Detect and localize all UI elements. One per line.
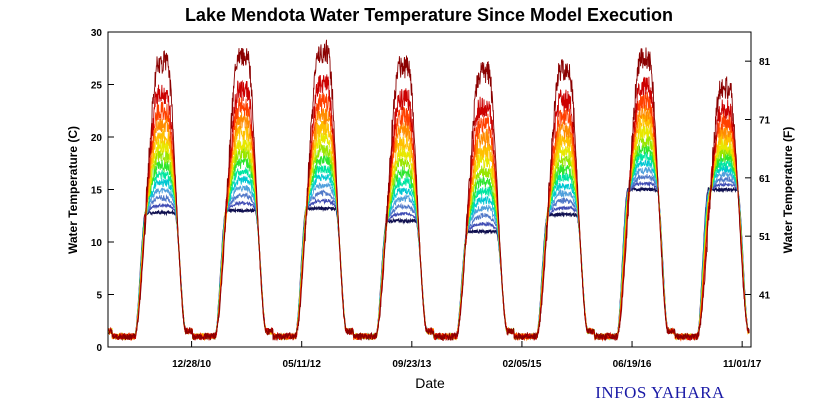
depth-series-line (108, 166, 750, 341)
y-tick-label-left: 5 (96, 291, 102, 302)
chart-title: Lake Mendota Water Temperature Since Mod… (185, 5, 673, 25)
depth-series-line (108, 181, 750, 340)
y-tick-label-right: 71 (759, 116, 771, 127)
y-tick-label-right: 51 (759, 232, 771, 243)
depth-series-line (108, 173, 750, 340)
y-tick-label-left: 20 (91, 133, 103, 144)
y-tick-label-right: 61 (759, 174, 771, 185)
depth-series-line (108, 103, 750, 342)
depth-series-line (108, 91, 750, 342)
x-tick-label: 12/28/10 (172, 359, 211, 370)
y-tick-label-left: 25 (91, 81, 103, 92)
y-tick-label-left: 15 (91, 186, 103, 197)
depth-series-line (108, 39, 750, 342)
x-axis-title: Date (415, 375, 445, 391)
x-tick-label: 06/19/16 (613, 359, 652, 370)
x-tick-label: 09/23/13 (392, 359, 431, 370)
depth-series-line (108, 74, 750, 342)
y-tick-label-right: 41 (759, 291, 771, 302)
series-layer (108, 39, 750, 342)
y-axis-title-left: Water Temperature (C) (66, 126, 80, 254)
y-tick-label-right: 81 (759, 57, 771, 68)
depth-series-line (108, 134, 750, 341)
y-tick-label-left: 0 (96, 343, 102, 354)
y-tick-label-left: 30 (91, 28, 103, 39)
axis-layer: 0 5 10 15 20 25 30 41 51 61 71 81 12/28/10 05/11/12 09… (91, 28, 771, 370)
x-tick-label: 05/11/12 (283, 359, 322, 370)
brand-label: INFOS YAHARA (595, 383, 725, 402)
depth-series-line (108, 159, 750, 341)
x-tick-label: 02/05/15 (502, 359, 541, 370)
x-tick-label: 11/01/17 (723, 359, 762, 370)
y-tick-label-left: 10 (91, 238, 103, 249)
depth-series-line (108, 143, 750, 341)
depth-series-line (108, 185, 750, 341)
y-axis-title-right: Water Temperature (F) (781, 127, 795, 254)
